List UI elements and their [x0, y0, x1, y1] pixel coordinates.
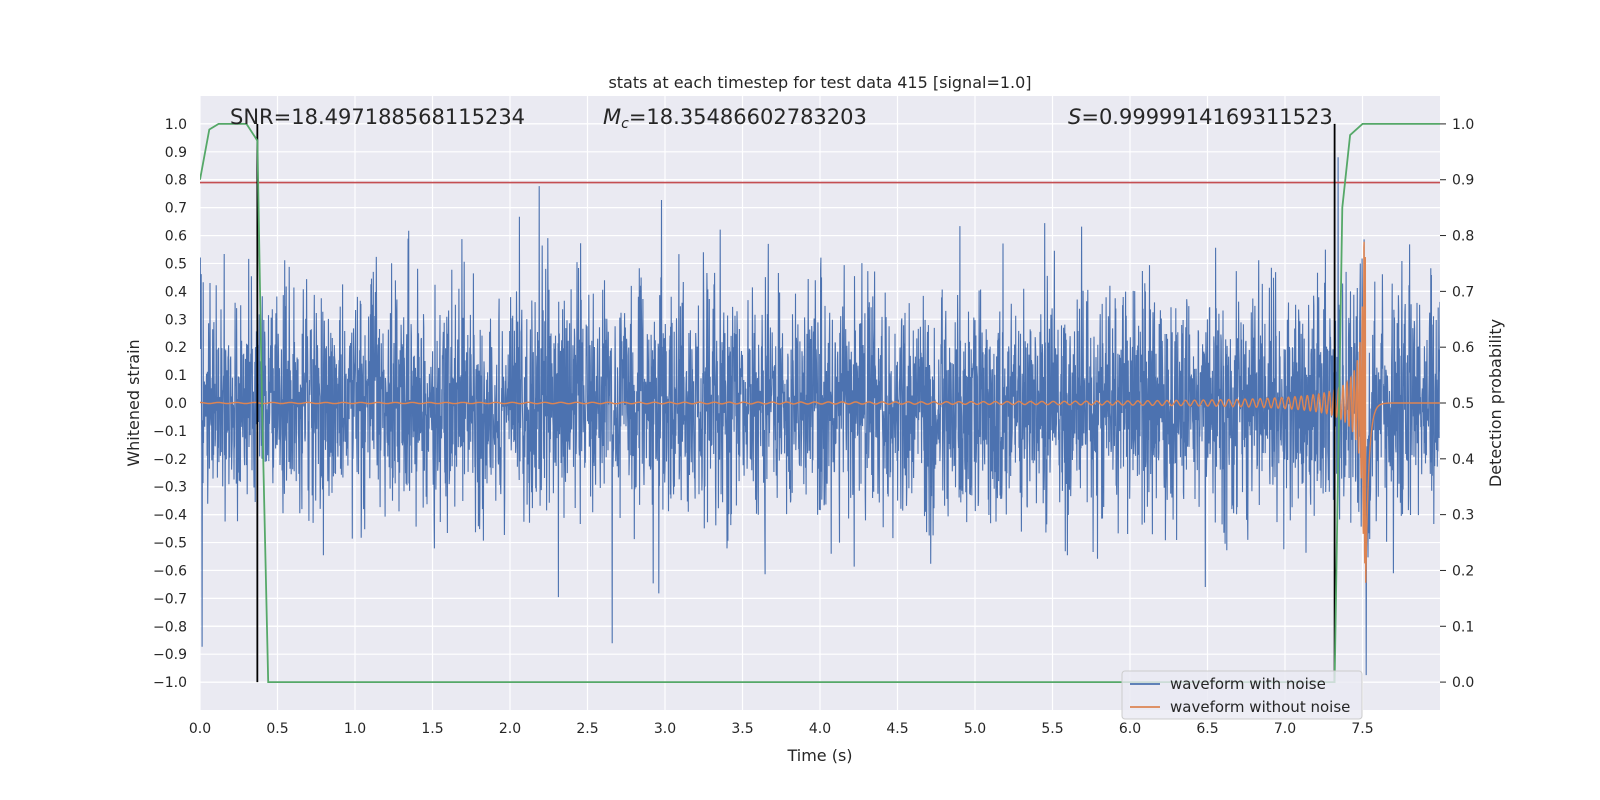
plot-clip-group — [200, 123, 1440, 683]
y2-tick-label: 0.7 — [1452, 284, 1474, 300]
chirp-mass-annotation: Mc=18.35486602783203 — [603, 105, 867, 132]
score-value: =0.9999914169311523 — [1081, 105, 1332, 129]
y2-tick-label: 0.2 — [1452, 563, 1474, 579]
legend: waveform with noise waveform without noi… — [1121, 670, 1363, 720]
x-tick-label: 1.5 — [421, 721, 443, 737]
y2-tick-label: 0.1 — [1452, 619, 1474, 635]
series-layer — [200, 123, 1440, 683]
y-tick-label: 0.0 — [165, 396, 187, 412]
y2-axis-label: Detection probability — [1486, 319, 1505, 487]
y-tick-label: −0.2 — [153, 452, 187, 468]
y-tick-label: −0.9 — [153, 647, 187, 663]
waveform-with-noise-line — [200, 157, 1440, 676]
legend-label-clean: waveform without noise — [1170, 698, 1350, 716]
x-tick-label: 4.5 — [886, 721, 908, 737]
score-annotation: S=0.9999914169311523 — [1068, 105, 1333, 129]
chirp-mass-value: =18.35486602783203 — [629, 105, 867, 129]
y2-tick-label: 0.0 — [1452, 675, 1474, 691]
x-tick-label: 7.0 — [1274, 721, 1296, 737]
y2-tick-label: 0.8 — [1452, 229, 1474, 245]
x-tick-label: 1.0 — [344, 721, 366, 737]
x-tick-label: 2.0 — [499, 721, 521, 737]
y-tick-label: 0.1 — [165, 368, 187, 384]
y-tick-label: 0.3 — [165, 312, 187, 328]
x-tick-label: 6.5 — [1196, 721, 1218, 737]
x-tick-label: 2.5 — [576, 721, 598, 737]
y-tick-label: −0.7 — [153, 591, 187, 607]
y-tick-label: −0.5 — [153, 536, 187, 552]
snr-annotation: SNR=18.497188568115234 — [230, 105, 525, 129]
y2-tick-label: 0.4 — [1452, 452, 1474, 468]
x-tick-label: 0.0 — [189, 721, 211, 737]
waveform-without-noise-line — [200, 241, 1440, 583]
y-tick-label: 0.5 — [165, 256, 187, 272]
y-axis-label: Whitened strain — [124, 339, 143, 466]
chirp-mass-subscript: c — [621, 116, 629, 132]
chirp-mass-symbol: M — [603, 105, 621, 129]
detection-probability-line — [200, 123, 1440, 683]
chart-title: stats at each timestep for test data 415… — [608, 73, 1031, 92]
axis-ticks: 0.0 0.5 1.0 1.5 2.0 2.5 3.0 3.5 4.0 4.5 5.0 5.5 6.0 6… — [153, 117, 1474, 737]
y-tick-label: 0.8 — [165, 173, 187, 189]
legend-label-noisy: waveform with noise — [1170, 675, 1326, 693]
x-tick-label: 0.5 — [266, 721, 288, 737]
x-tick-label: 7.5 — [1351, 721, 1373, 737]
y-tick-label: −1.0 — [153, 675, 187, 691]
x-tick-label: 4.0 — [809, 721, 831, 737]
x-tick-label: 3.0 — [654, 721, 676, 737]
y2-tick-label: 0.5 — [1452, 396, 1474, 412]
y-tick-label: 0.9 — [165, 145, 187, 161]
y-tick-label: −0.3 — [153, 480, 187, 496]
y-tick-label: 0.6 — [165, 229, 187, 245]
y2-tick-label: 0.3 — [1452, 508, 1474, 524]
y-tick-label: 0.4 — [165, 284, 187, 300]
x-tick-label: 6.0 — [1119, 721, 1141, 737]
y-tick-label: −0.1 — [153, 424, 187, 440]
y-tick-label: −0.4 — [153, 508, 187, 524]
x-axis-label: Time (s) — [786, 746, 852, 765]
y-tick-label: 0.2 — [165, 340, 187, 356]
y-tick-label: −0.6 — [153, 563, 187, 579]
x-tick-label: 3.5 — [731, 721, 753, 737]
y2-tick-label: 1.0 — [1452, 117, 1474, 133]
y-tick-label: −0.8 — [153, 619, 187, 635]
legend-frame — [1121, 670, 1363, 720]
y2-tick-label: 0.9 — [1452, 173, 1474, 189]
y-tick-label: 0.7 — [165, 201, 187, 217]
x-tick-label: 5.5 — [1041, 721, 1063, 737]
y2-tick-label: 0.6 — [1452, 340, 1474, 356]
score-symbol: S — [1068, 105, 1081, 129]
x-tick-label: 5.0 — [964, 721, 986, 737]
y-tick-label: 1.0 — [165, 117, 187, 133]
